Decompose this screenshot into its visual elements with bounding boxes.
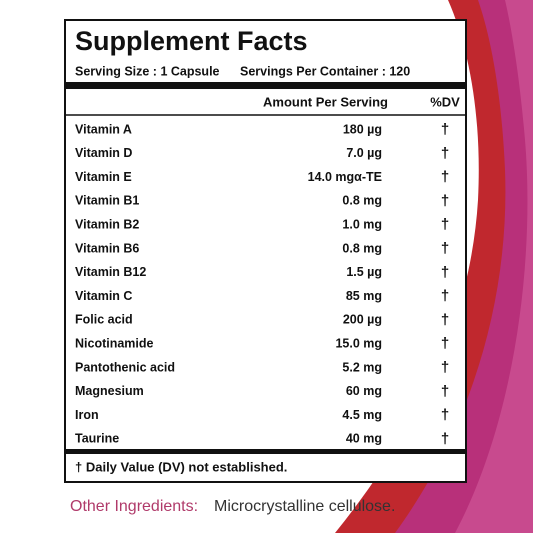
other-ingredients-label: Other Ingredients:	[70, 498, 198, 515]
nutrient-amount: 60 mg	[346, 384, 382, 398]
nutrient-dv: †	[441, 192, 449, 209]
nutrient-name: Vitamin B1	[75, 194, 139, 208]
nutrient-amount: 15.0 mg	[335, 336, 382, 350]
nutrient-name: Vitamin D	[75, 146, 132, 160]
nutrient-amount: 14.0 mgα-TE	[308, 170, 382, 184]
nutrient-name: Nicotinamide	[75, 336, 154, 350]
nutrient-amount: 40 mg	[346, 432, 382, 446]
nutrient-amount: 4.5 mg	[342, 408, 382, 422]
nutrient-dv: †	[441, 407, 449, 424]
nutrient-name: Iron	[75, 408, 99, 422]
nutrient-name: Vitamin E	[75, 170, 132, 184]
nutrient-dv: †	[441, 311, 449, 328]
nutrient-name: Vitamin B2	[75, 217, 139, 231]
nutrient-amount: 0.8 mg	[342, 194, 382, 208]
nutrient-amount: 85 mg	[346, 289, 382, 303]
nutrient-dv: †	[441, 264, 449, 281]
other-ingredients-text: Microcrystalline cellulose.	[214, 498, 395, 515]
nutrient-amount: 200 µg	[343, 313, 382, 327]
nutrient-amount: 1.5 µg	[346, 265, 382, 279]
nutrient-name: Magnesium	[75, 384, 144, 398]
nutrient-dv: †	[441, 383, 449, 400]
nutrient-amount: 5.2 mg	[342, 360, 382, 374]
nutrient-dv: †	[441, 288, 449, 305]
nutrient-dv: †	[441, 216, 449, 233]
nutrient-dv: †	[441, 240, 449, 257]
nutrient-amount: 180 µg	[343, 122, 382, 136]
nutrient-dv: †	[441, 145, 449, 162]
nutrient-amount: 7.0 µg	[346, 146, 382, 160]
nutrient-amount: 1.0 mg	[342, 217, 382, 231]
nutrient-dv: †	[441, 430, 449, 447]
rows: Vitamin A 180 µg † Vitamin D 7.0 µg † Vitamin …	[75, 121, 449, 447]
thick-rule	[65, 82, 466, 89]
swoosh-pink	[395, 0, 533, 533]
footnote: † Daily Value (DV) not established.	[75, 459, 287, 474]
swoosh-light	[455, 0, 533, 533]
nutrient-name: Vitamin A	[75, 122, 132, 136]
amount-header: Amount Per Serving	[263, 94, 388, 109]
nutrient-dv: †	[441, 359, 449, 376]
label-box	[64, 19, 467, 483]
title: Supplement Facts	[75, 26, 308, 56]
thick-rule	[65, 449, 466, 454]
dv-header: %DV	[430, 94, 460, 109]
nutrient-dv: †	[441, 121, 449, 138]
nutrient-name: Vitamin C	[75, 289, 132, 303]
nutrient-name: Taurine	[75, 432, 119, 446]
nutrient-dv: †	[441, 169, 449, 186]
serving-size: Serving Size : 1 Capsule	[75, 64, 220, 78]
nutrient-dv: †	[441, 335, 449, 352]
nutrient-name: Vitamin B6	[75, 241, 139, 255]
nutrient-name: Vitamin B12	[75, 265, 146, 279]
nutrient-amount: 0.8 mg	[342, 241, 382, 255]
nutrient-name: Pantothenic acid	[75, 360, 175, 374]
servings-per-container: Servings Per Container : 120	[240, 64, 410, 78]
nutrient-name: Folic acid	[75, 313, 133, 327]
